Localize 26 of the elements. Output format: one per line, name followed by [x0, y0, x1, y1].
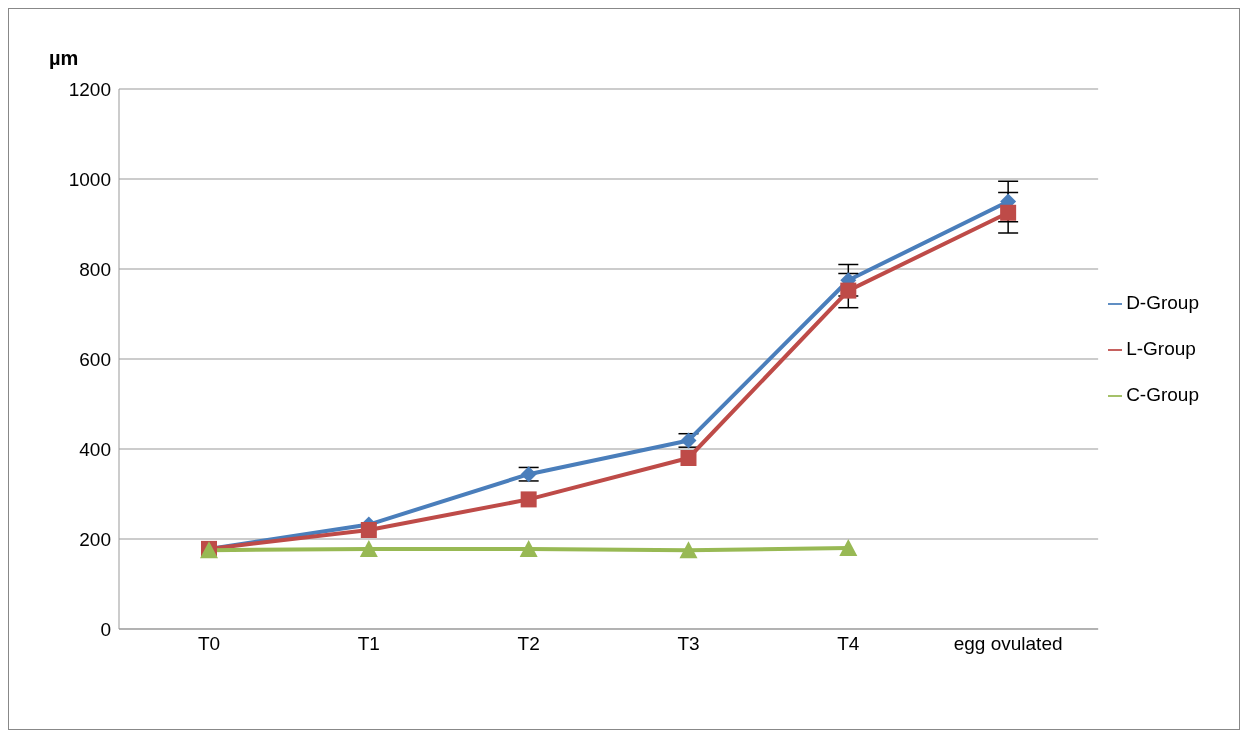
y-tick-label: 0 — [100, 618, 111, 640]
point — [520, 491, 537, 508]
x-tick-label: egg ovulated — [953, 633, 1063, 655]
x-tick-label: T4 — [837, 633, 860, 655]
point — [519, 539, 538, 557]
y-tick-label: 200 — [79, 528, 111, 550]
y-tick-label: 1200 — [68, 78, 111, 100]
y-tick-label: 1000 — [68, 168, 111, 190]
point — [839, 539, 858, 556]
point — [359, 539, 378, 557]
legend-label: D-Group — [1126, 292, 1199, 313]
x-tick-label: T3 — [677, 633, 700, 655]
point — [360, 522, 377, 538]
x-tick-label: T1 — [357, 633, 380, 655]
point — [1000, 204, 1017, 221]
point — [840, 282, 857, 299]
x-tick-label: T0 — [197, 633, 221, 655]
y-axis-title: µm — [49, 47, 79, 70]
point — [680, 450, 697, 466]
y-tick-label: 800 — [79, 258, 111, 280]
point — [679, 541, 698, 559]
y-tick-label: 400 — [79, 438, 111, 460]
legend-label: L-Group — [1126, 338, 1196, 359]
x-tick-label: T2 — [517, 633, 540, 655]
legend-label: C-Group — [1126, 384, 1199, 405]
y-tick-label: 600 — [79, 348, 111, 370]
